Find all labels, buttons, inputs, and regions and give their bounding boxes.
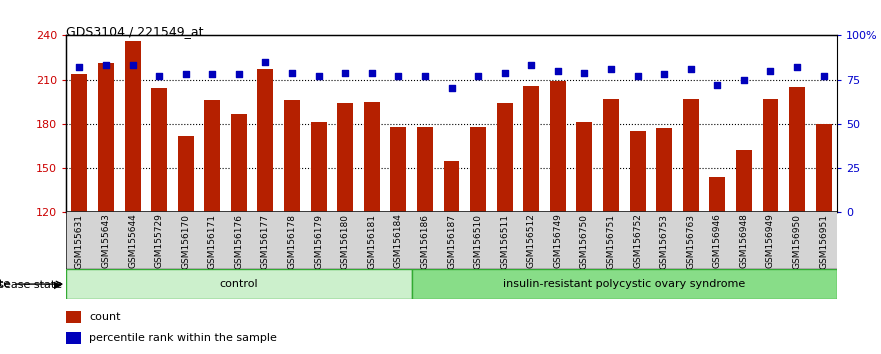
Point [179, 72, 193, 77]
Bar [576, 122, 592, 354]
Point [790, 64, 804, 70]
Text: GSM156949: GSM156949 [766, 213, 775, 268]
Bar [709, 177, 725, 354]
Text: count: count [89, 312, 121, 322]
Point [232, 72, 246, 77]
Text: GSM156750: GSM156750 [580, 213, 589, 269]
Text: GSM156950: GSM156950 [793, 213, 802, 269]
Point [285, 70, 299, 75]
Text: GSM156751: GSM156751 [606, 213, 616, 269]
Text: disease state: disease state [0, 280, 62, 290]
Bar [66, 312, 81, 323]
Bar [789, 87, 805, 354]
Bar [337, 103, 353, 354]
Bar [98, 63, 114, 354]
Text: disease state: disease state [0, 279, 11, 289]
Bar [656, 128, 672, 354]
Point [391, 73, 405, 79]
Point [258, 59, 272, 65]
Text: GSM155643: GSM155643 [101, 213, 110, 268]
Text: GSM156178: GSM156178 [287, 213, 297, 269]
Bar [523, 86, 539, 354]
Point [152, 73, 167, 79]
Text: GSM156184: GSM156184 [394, 213, 403, 268]
Text: GSM155631: GSM155631 [75, 213, 84, 269]
Text: GSM155644: GSM155644 [128, 213, 137, 268]
Bar [497, 103, 513, 354]
Text: insulin-resistant polycystic ovary syndrome: insulin-resistant polycystic ovary syndr… [503, 279, 745, 289]
Point [577, 70, 591, 75]
Bar [178, 136, 194, 354]
Text: GSM156749: GSM156749 [553, 213, 562, 268]
Point [72, 64, 86, 70]
Text: GSM156763: GSM156763 [686, 213, 695, 269]
Point [631, 73, 645, 79]
Bar [411, 269, 837, 299]
Point [444, 86, 458, 91]
Text: ▶: ▶ [54, 280, 62, 290]
Point [817, 73, 831, 79]
Text: GSM156753: GSM156753 [660, 213, 669, 269]
Point [312, 73, 326, 79]
Text: GSM156177: GSM156177 [261, 213, 270, 269]
Text: GDS3104 / 221549_at: GDS3104 / 221549_at [66, 25, 204, 38]
Text: GSM155729: GSM155729 [154, 213, 164, 268]
Text: GSM156181: GSM156181 [367, 213, 376, 269]
Point [418, 73, 432, 79]
Bar [417, 127, 433, 354]
Bar [443, 161, 460, 354]
Bar [550, 81, 566, 354]
Bar [204, 100, 220, 354]
Point [338, 70, 352, 75]
Point [99, 63, 113, 68]
Point [524, 63, 538, 68]
Bar [66, 332, 81, 343]
Bar [603, 99, 619, 354]
Bar [152, 88, 167, 354]
Bar [630, 131, 646, 354]
Bar [257, 69, 273, 354]
Text: GSM156948: GSM156948 [739, 213, 749, 268]
Text: GSM156946: GSM156946 [713, 213, 722, 268]
Bar [66, 269, 411, 299]
Bar [284, 100, 300, 354]
Text: GSM156511: GSM156511 [500, 213, 509, 269]
Point [657, 72, 671, 77]
Point [471, 73, 485, 79]
Text: GSM156180: GSM156180 [341, 213, 350, 269]
Point [125, 63, 139, 68]
Point [710, 82, 724, 88]
Bar [364, 102, 380, 354]
Bar [763, 99, 779, 354]
Point [551, 68, 565, 74]
Text: GSM156171: GSM156171 [208, 213, 217, 269]
Point [205, 72, 219, 77]
Text: GSM156170: GSM156170 [181, 213, 190, 269]
Text: GSM156752: GSM156752 [633, 213, 642, 268]
Text: GSM156510: GSM156510 [474, 213, 483, 269]
Text: GSM156951: GSM156951 [819, 213, 828, 269]
Point [764, 68, 778, 74]
Point [604, 66, 618, 72]
Bar [736, 150, 751, 354]
Text: GSM156187: GSM156187 [447, 213, 456, 269]
Point [737, 77, 751, 82]
Bar [390, 127, 406, 354]
Text: percentile rank within the sample: percentile rank within the sample [89, 333, 278, 343]
Bar [683, 99, 699, 354]
Bar [816, 124, 832, 354]
Bar [231, 114, 247, 354]
Bar [470, 127, 486, 354]
Point [498, 70, 512, 75]
Text: GSM156186: GSM156186 [420, 213, 429, 269]
Point [684, 66, 698, 72]
Text: GSM156176: GSM156176 [234, 213, 243, 269]
Bar [71, 74, 87, 354]
Bar [311, 122, 327, 354]
Text: GSM156179: GSM156179 [315, 213, 323, 269]
Text: GSM156512: GSM156512 [527, 213, 536, 268]
Bar [124, 41, 140, 354]
Point [365, 70, 379, 75]
Text: control: control [219, 279, 258, 289]
